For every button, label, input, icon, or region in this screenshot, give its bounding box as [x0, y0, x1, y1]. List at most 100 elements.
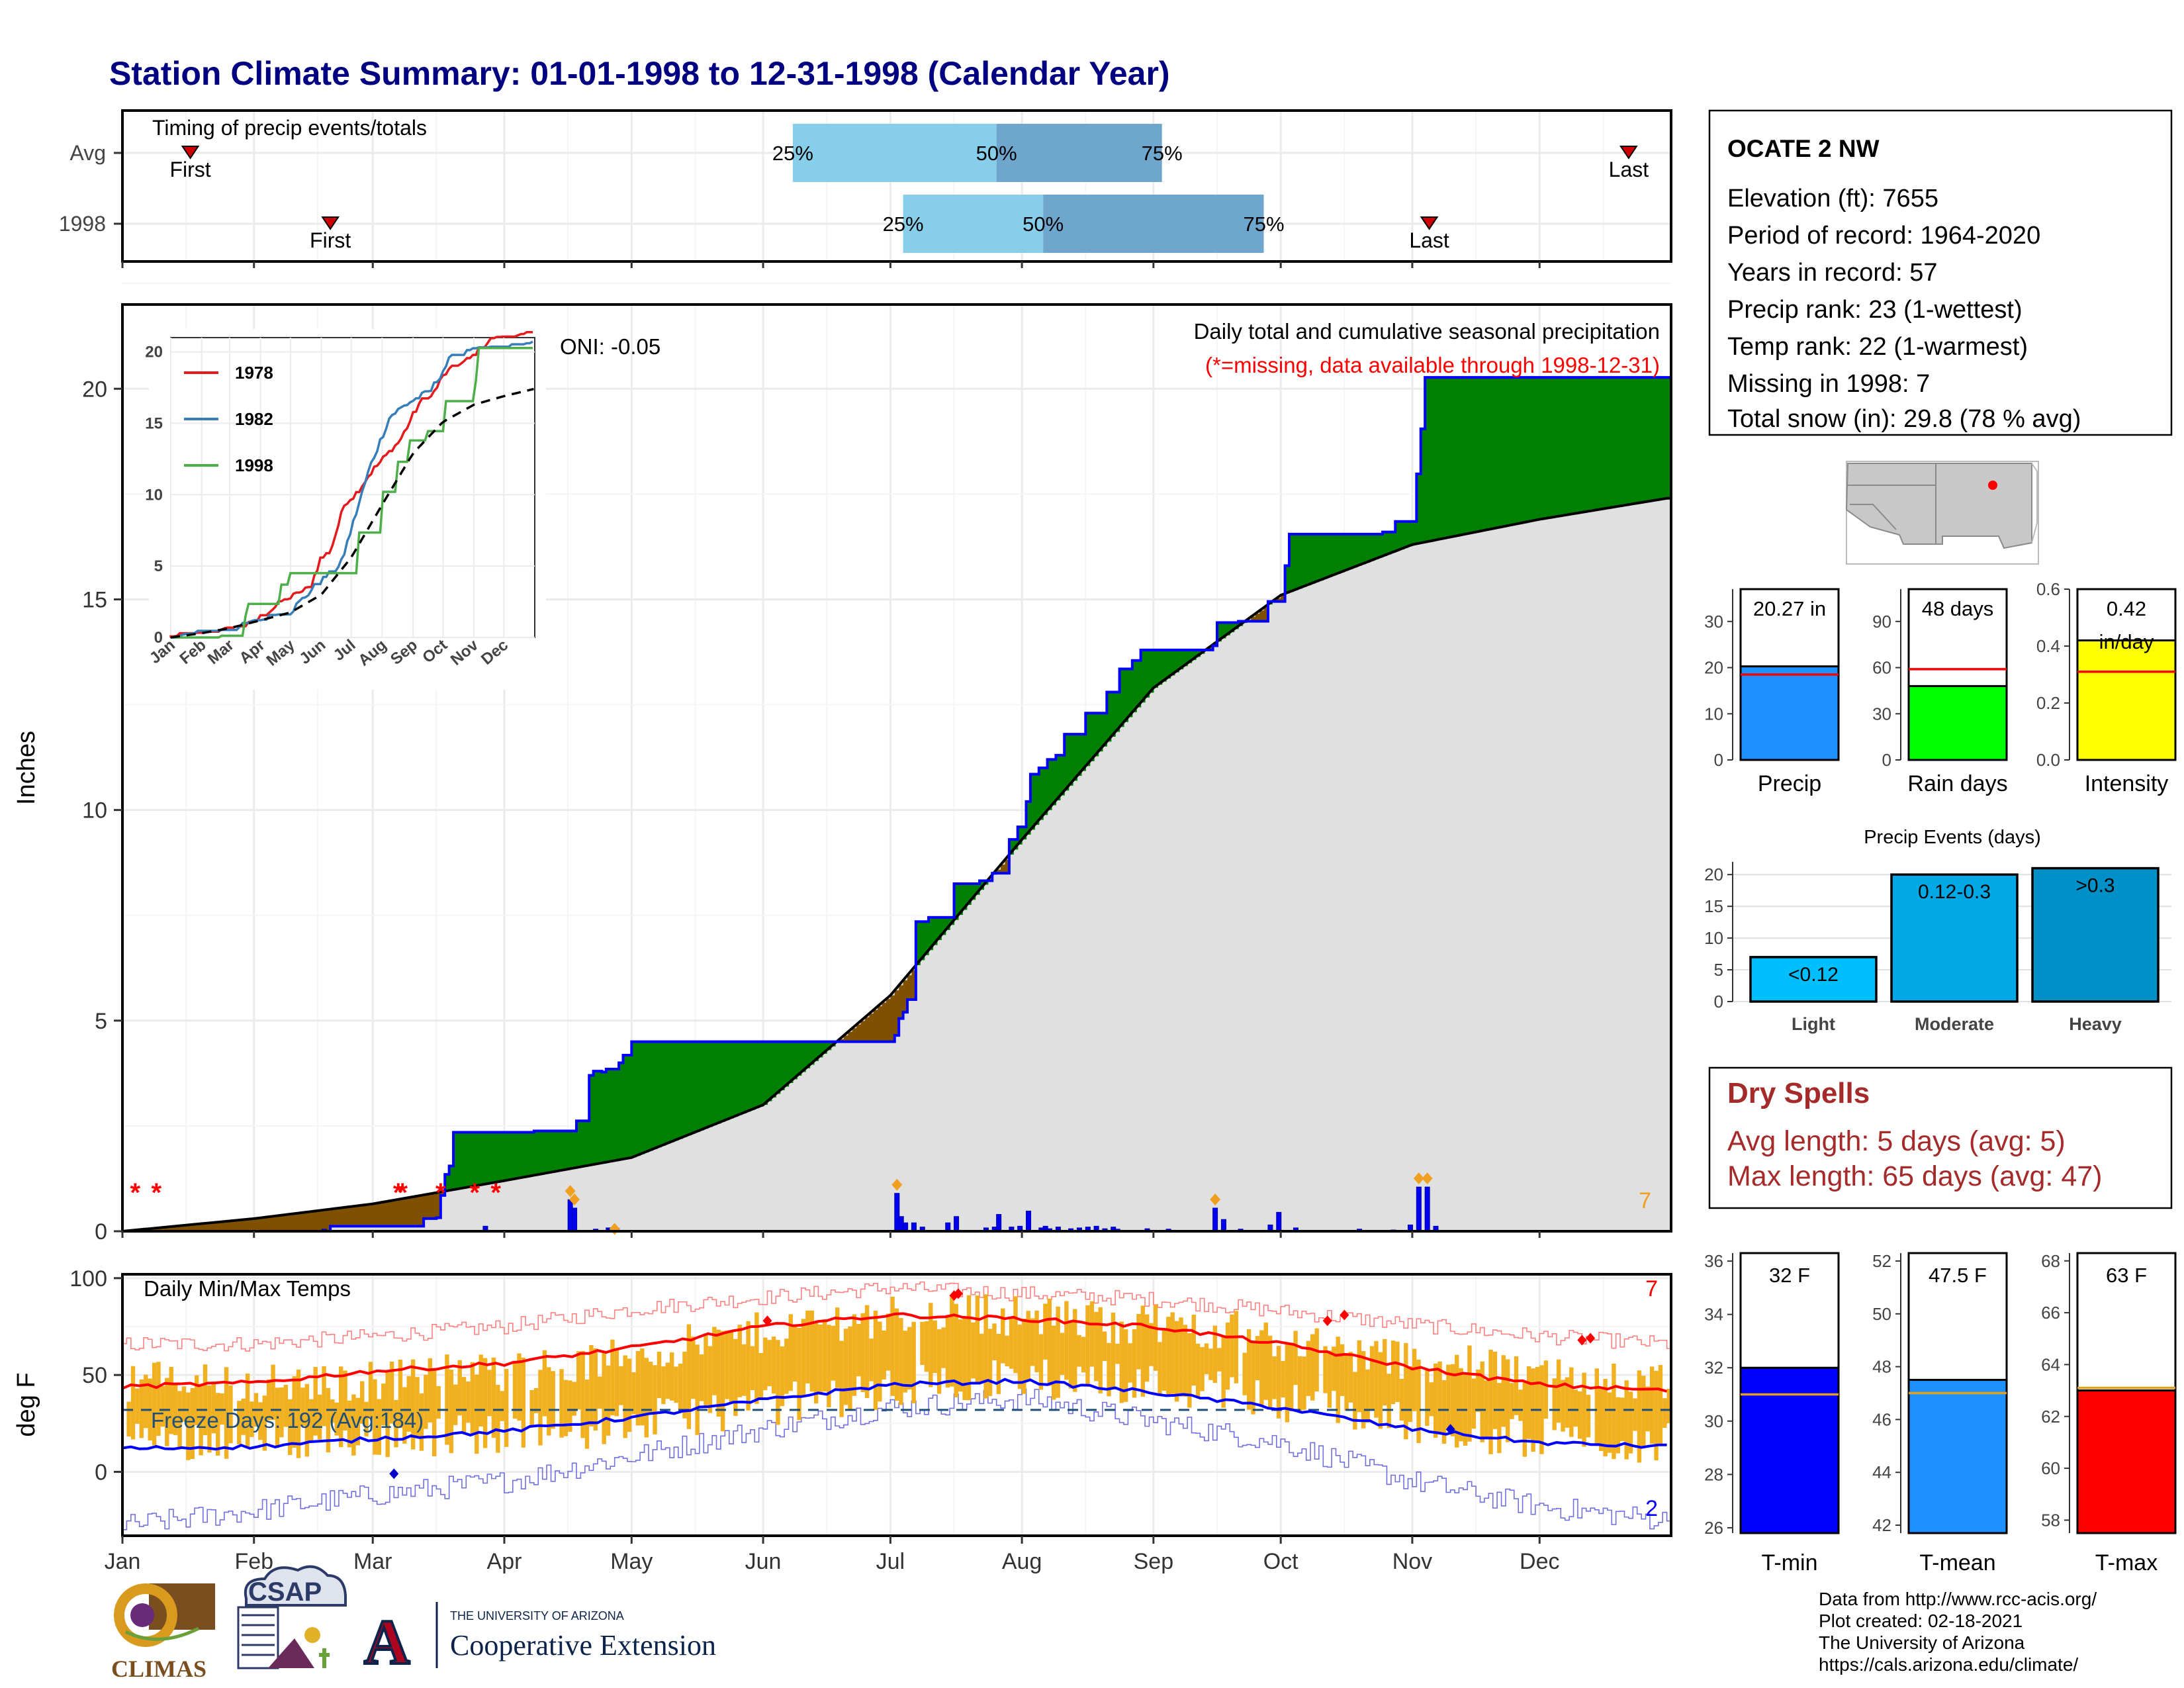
- daily-temp-range-bar: [1535, 1366, 1540, 1442]
- inset-average-line: [170, 387, 534, 639]
- daily-temp-range-bar: [1281, 1360, 1285, 1398]
- deficit-area: [878, 1006, 883, 1042]
- daily-temp-range-bar: [135, 1388, 140, 1424]
- last-event-label: Last: [1609, 158, 1649, 181]
- precip-y-axis-title: Inches: [13, 731, 40, 805]
- timing-row-label: 1998: [59, 212, 106, 236]
- surplus-area: [1535, 377, 1540, 520]
- daily-precip-bar: [1220, 1219, 1226, 1232]
- daily-temp-range-bar: [665, 1362, 670, 1399]
- daily-temp-range-bar: [1056, 1306, 1060, 1398]
- daily-temp-range-bar: [1573, 1389, 1578, 1427]
- daily-temp-range-bar: [1170, 1312, 1175, 1394]
- surplus-area: [1433, 377, 1438, 541]
- mini-bar-tick-label: 20: [1704, 658, 1723, 678]
- surplus-area: [1289, 534, 1295, 592]
- station-elevation: Elevation (ft): 7655: [1727, 185, 1938, 212]
- station-snow: Total snow (in): 29.8 (78 % avg): [1727, 405, 2081, 433]
- daily-temp-range-bar: [792, 1326, 797, 1382]
- events-category-label: Heavy: [2069, 1014, 2122, 1034]
- daily-temp-range-bar: [313, 1366, 318, 1436]
- deficit-area: [886, 999, 891, 1042]
- daily-temp-range-bar: [1429, 1382, 1433, 1417]
- deficit-area: [292, 1213, 297, 1231]
- daily-temp-range-bar: [1387, 1374, 1391, 1429]
- mini-bar-value-label: 48 days: [1922, 597, 1994, 620]
- surplus-area: [720, 1041, 725, 1122]
- surplus-area: [1230, 622, 1235, 633]
- deficit-area: [309, 1211, 314, 1231]
- daily-temp-range-bar: [1565, 1377, 1570, 1428]
- temp-bar-tick-label: 32: [1704, 1358, 1723, 1378]
- daily-temp-range-bar: [610, 1339, 615, 1416]
- deficit-area: [890, 995, 895, 1042]
- ua-coop-extension: Cooperative Extension: [450, 1629, 716, 1662]
- surplus-area: [945, 917, 950, 930]
- deficit-area: [288, 1214, 293, 1231]
- daily-temp-range-bar: [1323, 1346, 1328, 1393]
- daily-temp-range-bar: [758, 1353, 764, 1400]
- record-high-marker: [953, 1288, 963, 1299]
- daily-temp-range-bar: [453, 1384, 458, 1425]
- daily-temp-range-bar: [899, 1318, 903, 1405]
- deficit-area: [368, 1204, 373, 1227]
- surplus-area: [920, 921, 925, 961]
- surplus-area: [1501, 377, 1506, 527]
- surplus-area: [695, 1041, 700, 1133]
- daily-temp-range-bar: [288, 1399, 293, 1456]
- daily-temp-range-bar: [1654, 1370, 1659, 1461]
- daily-temp-range-bar: [436, 1385, 441, 1419]
- daily-precip-bar: [954, 1216, 960, 1232]
- last-event-marker: [1619, 146, 1638, 160]
- deficit-area: [907, 975, 913, 1000]
- surplus-area: [445, 1174, 450, 1192]
- daily-temp-range-bar: [165, 1378, 169, 1446]
- daily-temp-range-bar: [512, 1360, 518, 1419]
- daily-temp-range-bar: [1383, 1338, 1387, 1406]
- daily-temp-range-bar: [1365, 1369, 1370, 1423]
- daily-temp-range-bar: [856, 1324, 861, 1377]
- daily-temp-range-bar: [1569, 1367, 1574, 1437]
- surplus-area: [1365, 534, 1371, 563]
- surplus-area: [797, 1041, 802, 1076]
- daily-temp-range-bar: [941, 1327, 946, 1368]
- surplus-area: [466, 1132, 471, 1188]
- surplus-area: [1467, 377, 1473, 534]
- daily-temp-range-bar: [326, 1387, 331, 1453]
- daily-temp-range-bar: [882, 1330, 886, 1380]
- inset-y-tick-label: 10: [145, 486, 163, 504]
- credit-url: https://cals.arizona.edu/climate/: [1819, 1654, 2078, 1675]
- surplus-area: [1374, 534, 1379, 559]
- temp-y-tick-label: 100: [69, 1266, 107, 1291]
- surplus-area: [1658, 377, 1663, 500]
- daily-temp-range-bar: [1455, 1354, 1459, 1448]
- daily-temp-range-bar: [686, 1324, 692, 1429]
- deficit-area: [317, 1210, 322, 1231]
- daily-temp-range-bar: [648, 1362, 653, 1415]
- surplus-area: [1603, 377, 1608, 509]
- mini-bar-value-label: 20.27 in: [1753, 597, 1826, 620]
- daily-temp-range-bar: [950, 1295, 954, 1387]
- temp-bar-category-label: T-min: [1762, 1550, 1818, 1575]
- timing-frame: [121, 109, 1672, 263]
- month-label-mar: Mar: [353, 1549, 392, 1574]
- daily-temp-range-bar: [1404, 1342, 1408, 1440]
- q75-label: 75%: [1142, 142, 1183, 165]
- surplus-area: [1543, 377, 1549, 519]
- daily-temp-range-bar: [1594, 1368, 1600, 1446]
- daily-temp-range-bar: [424, 1374, 428, 1429]
- deficit-area: [326, 1209, 331, 1231]
- surplus-area: [533, 1131, 539, 1176]
- daily-temp-range-bar: [1111, 1312, 1116, 1388]
- surplus-area: [1357, 534, 1362, 566]
- events-tick-label: 20: [1704, 865, 1723, 884]
- daily-temp-range-bar: [177, 1391, 182, 1448]
- surplus-area: [1480, 377, 1485, 532]
- station-missing: Missing in 1998: 7: [1727, 370, 1930, 398]
- daily-temp-range-bar: [1476, 1369, 1480, 1412]
- daily-temp-range-bar: [1586, 1395, 1591, 1438]
- surplus-area: [1327, 534, 1332, 577]
- surplus-area: [1586, 377, 1591, 512]
- record-low-marker: [1445, 1424, 1455, 1435]
- daily-temp-range-bar: [1340, 1344, 1345, 1396]
